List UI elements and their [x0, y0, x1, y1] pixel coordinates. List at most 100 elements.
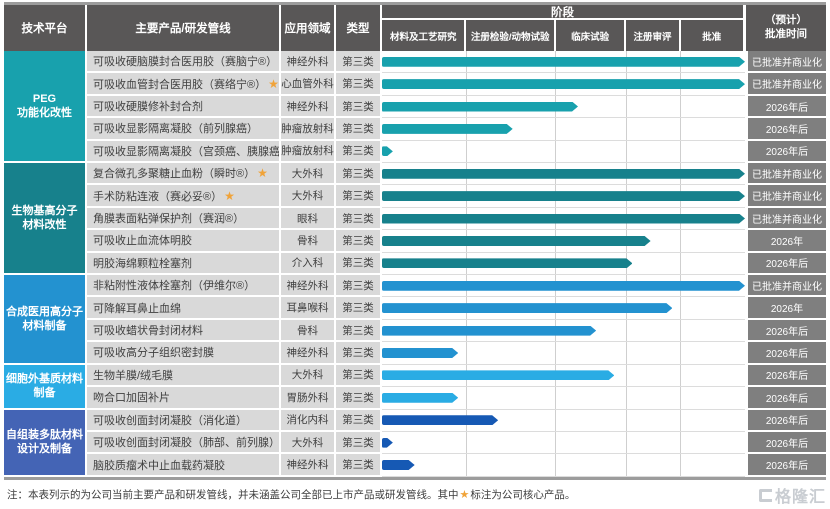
approval-time: 2026年后 [745, 319, 826, 343]
application-field: 大外科 [281, 185, 336, 208]
device-class: 第三类 [336, 207, 382, 231]
header-stage-group: 阶段 材料及工艺研究 注册检验/动物试验 临床试验 注册审评 批准 [382, 5, 745, 51]
product-name: 吻合口加固补片 [87, 387, 281, 410]
stage-track [382, 163, 745, 186]
application-field: 大外科 [281, 163, 336, 186]
device-class: 第三类 [336, 409, 382, 432]
platform-group-label: PEG [32, 92, 57, 105]
product-name-text: 可吸收硬脑膜封合医用胶（赛脑宁®） [93, 56, 278, 69]
product-name: 可吸收蜡状骨封闭材料 [87, 319, 281, 343]
product-name: 可吸收创面封闭凝胶（肺部、前列腺） [87, 431, 281, 455]
platform-group-label: 生物基高分子 [11, 204, 78, 217]
approval-time: 2026年后 [745, 409, 826, 432]
progress-bar [382, 281, 745, 291]
stage-track [382, 230, 745, 253]
progress-bar [382, 438, 393, 448]
approval-time: 2026年后 [745, 454, 826, 477]
application-field: 消化内科 [281, 409, 336, 432]
approval-time: 2026年后 [745, 431, 826, 455]
stage-track [382, 95, 745, 119]
stage-track [382, 252, 745, 276]
device-class: 第三类 [336, 95, 382, 119]
header-stage-sub: 材料及工艺研究 注册检验/动物试验 临床试验 注册审评 批准 [382, 20, 743, 51]
footnote: 注：本表列示的为公司当前主要产品和研发管线，并未涵盖公司全部已上市产品或研发管线… [7, 487, 575, 502]
stage-track [382, 185, 745, 208]
progress-bar [382, 102, 578, 112]
progress-bar [382, 393, 458, 403]
product-name: 明胶海绵颗粒栓塞剂 [87, 252, 281, 276]
product-name: 可吸收显影隔离凝胶（前列腺癌） [87, 118, 281, 141]
product-name: 角膜表面粘弹保护剂（赛润®） [87, 207, 281, 231]
product-name-text: 明胶海绵颗粒栓塞剂 [93, 257, 192, 270]
core-product-star: ★ [268, 76, 279, 91]
pipeline-table: 技术平台 主要产品/研发管线 应用领域 类型 阶段 材料及工艺研究 注册检验/动… [4, 2, 826, 480]
platform-group-label: 设计及制备 [17, 443, 72, 456]
application-field: 骨科 [281, 319, 336, 343]
approval-time: 已批准并商业化 [745, 51, 826, 74]
application-field: 心血管外科 [281, 73, 336, 96]
stage-track [382, 73, 745, 96]
stage-track [382, 275, 745, 298]
application-field: 神经外科 [281, 275, 336, 298]
stage-track [382, 118, 745, 141]
product-name-text: 可吸收高分子组织密封膜 [93, 347, 214, 360]
header-stage: 阶段 [382, 5, 743, 20]
stage-track [382, 409, 745, 432]
platform-group-label: 细胞外基质材料 [6, 372, 83, 385]
platform-group-label: 材料制备 [22, 319, 67, 332]
product-name-text: 吻合口加固补片 [93, 392, 170, 405]
approval-time: 2026年后 [745, 95, 826, 119]
header-field: 应用领域 [281, 5, 336, 51]
product-name-text: 可降解耳鼻止血绵 [93, 302, 181, 315]
product-name: 可吸收高分子组织密封膜 [87, 342, 281, 365]
product-name: 非粘附性液体栓塞剂（伊维尔®） [87, 275, 281, 298]
progress-bar [382, 415, 498, 425]
device-class: 第三类 [336, 387, 382, 410]
product-name: 手术防粘连液（赛必妥®） ★ [87, 185, 281, 208]
application-field: 神经外科 [281, 342, 336, 365]
approval-time: 已批准并商业化 [745, 185, 826, 208]
header-stage-clinical: 临床试验 [555, 20, 627, 51]
product-name-text: 生物羊膜/绒毛膜 [93, 369, 174, 382]
progress-bar [382, 236, 651, 246]
header-stage-material: 材料及工艺研究 [382, 20, 467, 51]
application-field: 大外科 [281, 364, 336, 388]
header-platform: 技术平台 [4, 5, 87, 51]
device-class: 第三类 [336, 431, 382, 455]
product-name-text: 非粘附性液体栓塞剂（伊维尔®） [93, 280, 256, 293]
product-name-text: 可吸收硬膜修补封合剂 [93, 101, 203, 114]
progress-bar [382, 370, 614, 380]
device-class: 第三类 [336, 230, 382, 253]
product-name-text: 角膜表面粘弹保护剂（赛润®） [93, 213, 245, 226]
stage-track [382, 387, 745, 410]
approval-time: 2026年后 [745, 252, 826, 276]
watermark: 格隆汇 [758, 483, 826, 507]
stage-track [382, 319, 745, 343]
device-class: 第三类 [336, 140, 382, 164]
product-name: 可吸收血管封合医用胶（赛络宁®） ★ [87, 73, 281, 96]
platform-group-3: 细胞外基质材料 制备 [4, 364, 87, 410]
product-name: 可降解耳鼻止血绵 [87, 297, 281, 320]
stage-track [382, 364, 745, 388]
device-class: 第三类 [336, 51, 382, 74]
product-name-text: 可吸收蜡状骨封闭材料 [93, 325, 203, 338]
footnote-suffix: 标注为公司核心产品。 [470, 489, 576, 501]
platform-group-label: 功能化改性 [17, 107, 72, 120]
core-product-star: ★ [257, 166, 268, 181]
approval-time: 已批准并商业化 [745, 207, 826, 231]
device-class: 第三类 [336, 364, 382, 388]
stage-track [382, 207, 745, 231]
product-name-text: 可吸收止血流体明胶 [93, 235, 192, 248]
application-field: 胃肠外科 [281, 387, 336, 410]
product-name: 可吸收显影隔离凝胶（宫颈癌、胰腺癌） [87, 140, 281, 164]
progress-bar [382, 57, 745, 67]
application-field: 骨科 [281, 230, 336, 253]
progress-bar [382, 124, 513, 134]
application-field: 耳鼻喉科 [281, 297, 336, 320]
product-name: 可吸收止血流体明胶 [87, 230, 281, 253]
header-approval-time-line1: （预计） [765, 14, 807, 27]
progress-bar [382, 191, 745, 201]
product-name: 可吸收创面封闭凝胶（消化道） [87, 409, 281, 432]
approval-time: 2026年后 [745, 118, 826, 141]
application-field: 神经外科 [281, 51, 336, 74]
